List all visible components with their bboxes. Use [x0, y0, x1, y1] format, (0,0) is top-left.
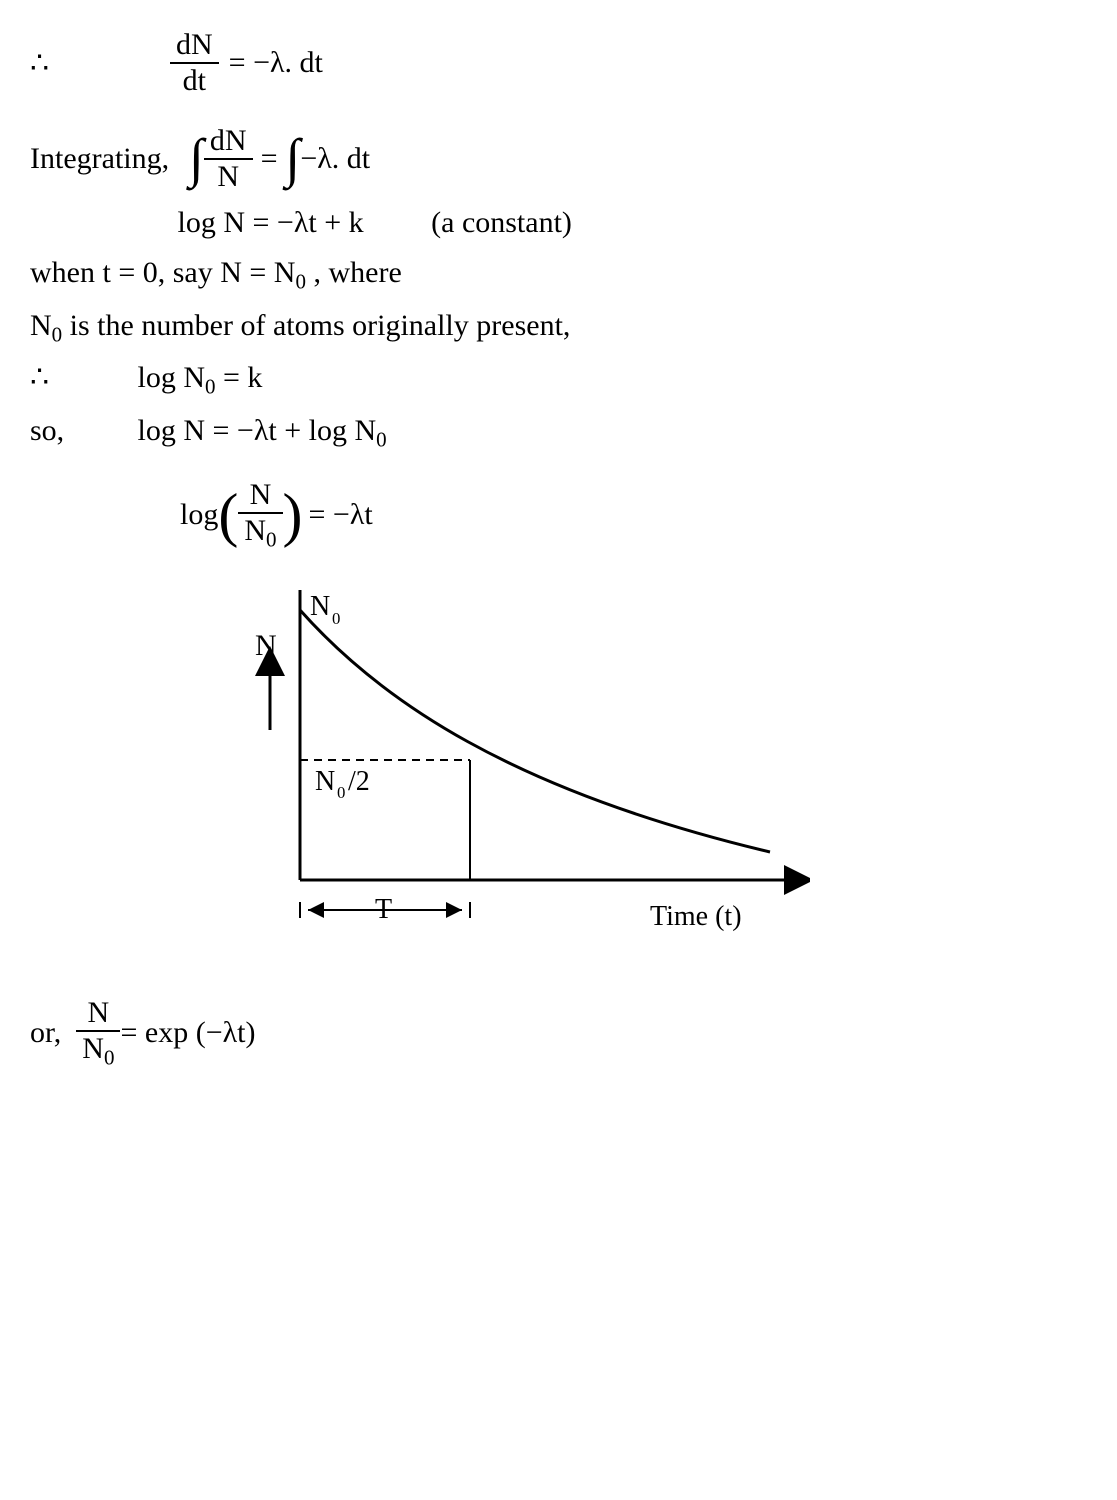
svg-text:/2: /2 — [348, 766, 370, 797]
so-label: so, — [30, 410, 130, 452]
equation-line-6: ∴ log N0 = k — [30, 357, 1087, 402]
eq3-note: (a constant) — [431, 206, 572, 239]
line5-sub: 0 — [52, 322, 63, 346]
fraction-N-N0-final: N N0 — [76, 998, 120, 1068]
svg-text:0: 0 — [332, 609, 340, 628]
therefore-symbol: ∴ — [30, 46, 170, 81]
log-label: log — [180, 498, 218, 532]
decay-chart-svg: N0NN0/2TTime (t) — [210, 580, 810, 960]
int-rhs: −λ. dt — [300, 142, 370, 176]
svg-text:0: 0 — [337, 783, 345, 802]
equation-final: or, N N0 = exp (−λt) — [30, 998, 1087, 1068]
equation-log-ratio: log ( N N0 ) = −λt — [180, 480, 1087, 550]
or-label: or, — [30, 1016, 61, 1050]
line6: log N — [138, 361, 206, 394]
svg-text:N: N — [255, 629, 277, 662]
line4-tail: , where — [306, 256, 402, 289]
svg-text:N: N — [310, 591, 330, 622]
line5-a: N — [30, 309, 52, 342]
therefore-symbol-2: ∴ — [30, 357, 130, 399]
eq-sign: = — [261, 142, 278, 176]
integral-symbol-1: ∫ — [189, 137, 204, 180]
rparen-icon: ) — [283, 494, 303, 536]
text-line-4: when t = 0, say N = N0 , where — [30, 252, 1087, 297]
line4-a: when t = 0, say N = N — [30, 256, 295, 289]
equation-line-7: so, log N = −λt + log N0 — [30, 410, 1087, 455]
eq1-rhs: = −λ. dt — [229, 46, 323, 80]
eq3-lhs: log N = −λt + k — [178, 206, 364, 239]
text-line-5: N0 is the number of atoms originally pre… — [30, 305, 1087, 350]
line6-rhs: = k — [216, 361, 263, 394]
fraction-N-N0: N N0 — [238, 480, 282, 550]
line7-sub: 0 — [376, 427, 387, 451]
fraction-dN-N: dN N — [204, 126, 253, 192]
equation-integrating: Integrating, ∫ dN N = ∫ −λ. dt — [30, 126, 1087, 192]
fraction-dN-dt: dN dt — [170, 30, 219, 96]
integrating-label: Integrating, — [30, 142, 169, 176]
svg-text:Time (t): Time (t) — [650, 901, 742, 932]
line7: log N = −λt + log N — [138, 414, 377, 447]
line6-sub: 0 — [205, 375, 216, 399]
svg-text:T: T — [375, 894, 392, 925]
equation-line-1: ∴ dN dt = −λ. dt — [30, 30, 1087, 96]
ratio-rhs: = −λt — [308, 498, 372, 532]
line4-sub: 0 — [295, 269, 306, 293]
equation-line-3: log N = −λt + k (a constant) — [30, 202, 1087, 244]
decay-curve-chart: N0NN0/2TTime (t) — [210, 580, 1087, 968]
lparen-icon: ( — [218, 494, 238, 536]
integral-symbol-2: ∫ — [286, 137, 301, 180]
final-rhs: = exp (−λt) — [120, 1016, 255, 1050]
line5-b: is the number of atoms originally presen… — [62, 309, 570, 342]
svg-text:N: N — [315, 766, 335, 797]
